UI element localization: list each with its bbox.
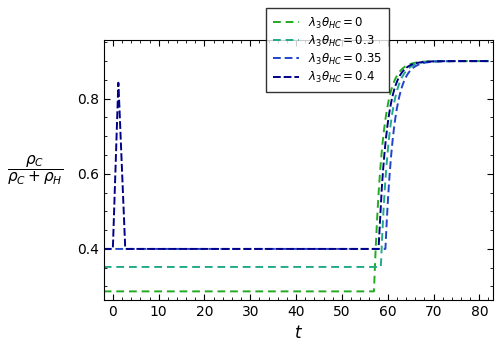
- $\lambda_3\theta_{HC} = 0.4$: [100, 247, 106, 251]
- $\lambda_3\theta_{HC} = 0.4$: [265, 247, 271, 251]
- $\lambda_3\theta_{HC} = 0.35$: [248, 247, 254, 251]
- $\lambda_3\theta_{HC} = 0.4$: [248, 247, 254, 251]
- $\lambda_3\theta_{HC} = 0.4$: [478, 59, 484, 63]
- $\lambda_3\theta_{HC} = 0$: [436, 59, 442, 63]
- $\lambda_3\theta_{HC} = 0$: [478, 59, 484, 63]
- Line: $\lambda_3\theta_{HC} = 0.4$: $\lambda_3\theta_{HC} = 0.4$: [104, 61, 488, 249]
- $\lambda_3\theta_{HC} = 0.3$: [265, 265, 271, 269]
- Line: $\lambda_3\theta_{HC} = 0.3$: $\lambda_3\theta_{HC} = 0.3$: [104, 61, 488, 267]
- $\lambda_3\theta_{HC} = 0.4$: [168, 247, 173, 251]
- $\lambda_3\theta_{HC} = 0$: [265, 289, 271, 294]
- $\lambda_3\theta_{HC} = 0.4$: [144, 247, 150, 251]
- $\lambda_3\theta_{HC} = 0.35$: [100, 247, 106, 251]
- $\lambda_3\theta_{HC} = 0$: [144, 289, 150, 294]
- $\lambda_3\theta_{HC} = 0.3$: [248, 265, 254, 269]
- $\lambda_3\theta_{HC} = 0.3$: [478, 59, 484, 63]
- $\lambda_3\theta_{HC} = 0.3$: [436, 59, 442, 64]
- $\lambda_3\theta_{HC} = 0.3$: [168, 265, 173, 269]
- $\lambda_3\theta_{HC} = 0$: [168, 289, 173, 294]
- $\lambda_3\theta_{HC} = 0.35$: [478, 59, 484, 63]
- $\lambda_3\theta_{HC} = 0.35$: [144, 247, 150, 251]
- $\lambda_3\theta_{HC} = 0$: [248, 289, 254, 294]
- $\lambda_3\theta_{HC} = 0.4$: [486, 59, 492, 63]
- Y-axis label: $\dfrac{\rho_C}{\rho_C+\rho_H}$: $\dfrac{\rho_C}{\rho_C+\rho_H}$: [7, 153, 64, 187]
- $\lambda_3\theta_{HC} = 0.3$: [100, 265, 106, 269]
- Legend: $\lambda_3\theta_{HC} = 0$, $\lambda_3\theta_{HC} = 0.3$, $\lambda_3\theta_{HC} : $\lambda_3\theta_{HC} = 0$, $\lambda_3\t…: [266, 8, 390, 92]
- $\lambda_3\theta_{HC} = 0.4$: [436, 59, 442, 63]
- X-axis label: $t$: $t$: [294, 324, 303, 342]
- $\lambda_3\theta_{HC} = 0$: [486, 59, 492, 63]
- $\lambda_3\theta_{HC} = 0.35$: [265, 247, 271, 251]
- $\lambda_3\theta_{HC} = 0.3$: [144, 265, 150, 269]
- Line: $\lambda_3\theta_{HC} = 0$: $\lambda_3\theta_{HC} = 0$: [104, 61, 488, 291]
- Line: $\lambda_3\theta_{HC} = 0.35$: $\lambda_3\theta_{HC} = 0.35$: [104, 61, 488, 249]
- $\lambda_3\theta_{HC} = 0.35$: [436, 59, 442, 64]
- $\lambda_3\theta_{HC} = 0.35$: [168, 247, 173, 251]
- $\lambda_3\theta_{HC} = 0$: [100, 289, 106, 294]
- $\lambda_3\theta_{HC} = 0.35$: [486, 59, 492, 63]
- $\lambda_3\theta_{HC} = 0.3$: [486, 59, 492, 63]
